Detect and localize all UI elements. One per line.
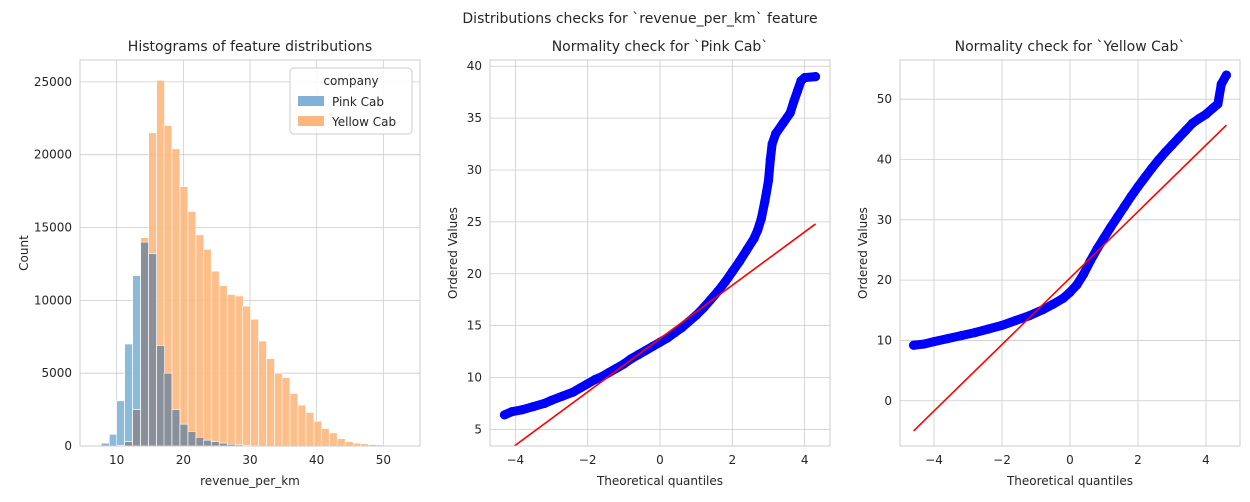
y-tick-label: 10000 [34, 293, 72, 307]
histogram-overlap-bar [203, 440, 211, 446]
x-tick-label: −4 [925, 453, 943, 467]
y-tick-label: 20 [877, 273, 892, 287]
y-tick-label: 15 [467, 319, 482, 333]
y-axis-label: Ordered Values [446, 207, 460, 299]
histogram-overlap-bar [164, 373, 172, 446]
histogram-bar [251, 319, 259, 446]
y-tick-label: 35 [467, 111, 482, 125]
x-tick-label: 0 [656, 453, 664, 467]
y-tick-label: 5000 [41, 366, 72, 380]
x-tick-label: 0 [1066, 453, 1074, 467]
chart-panel-2: −4 −2 0 2 4 5 10 15 20 25 30 35 40 Normality check fo… [446, 39, 830, 488]
histogram-overlap-bar [141, 242, 149, 446]
histogram-bar [306, 412, 314, 446]
histogram-bar [235, 296, 243, 446]
histogram-overlap-bar [180, 424, 188, 446]
histogram-bar [227, 295, 235, 446]
y-tick-label: 0 [64, 439, 72, 453]
histogram-overlap-bar [188, 431, 196, 446]
legend: company Pink Cab Yellow Cab [290, 68, 412, 134]
y-tick-label: 20 [467, 267, 482, 281]
histogram-bar [109, 434, 117, 446]
y-tick-label: 40 [467, 59, 482, 73]
y-tick-label: 50 [877, 92, 892, 106]
histogram-bar [337, 439, 345, 446]
legend-title: company [323, 74, 378, 88]
x-tick-label: 30 [242, 453, 257, 467]
histogram-bar [321, 429, 329, 446]
histogram-bar [282, 378, 290, 446]
histogram-overlap-bar [125, 442, 133, 446]
x-tick-label: 20 [176, 453, 191, 467]
y-tick-label: 15000 [34, 221, 72, 235]
histogram-bar [172, 149, 180, 446]
histogram-bar [314, 421, 322, 446]
x-tick-label: 2 [729, 453, 737, 467]
histogram-bar [275, 373, 283, 446]
x-tick-label: −2 [579, 453, 597, 467]
histogram-bar [188, 211, 196, 446]
x-axis-label: Theoretical quantiles [596, 474, 723, 488]
figure-suptitle: Distributions checks for `revenue_per_km… [462, 11, 817, 27]
x-tick-label: 10 [109, 453, 124, 467]
y-tick-label: 30 [467, 163, 482, 177]
x-axis-label: revenue_per_km [200, 474, 300, 488]
x-tick-label: −4 [506, 453, 524, 467]
x-tick-label: 4 [1202, 453, 1210, 467]
y-tick-label: 10 [467, 371, 482, 385]
legend-swatch [298, 116, 324, 126]
histogram-bar [117, 401, 125, 446]
y-tick-label: 5 [474, 422, 482, 436]
legend-label: Yellow Cab [331, 115, 396, 129]
histogram-bar [329, 433, 337, 446]
histogram-bar [259, 341, 267, 446]
histogram-overlap-bar [157, 345, 165, 446]
histogram-overlap-bar [133, 410, 141, 446]
histogram-bar [290, 394, 298, 446]
histogram-bar [203, 249, 211, 446]
y-axis-label: Count [17, 235, 31, 271]
x-tick-label: 50 [376, 453, 391, 467]
chart-title: Histograms of feature distributions [128, 39, 372, 55]
x-tick-label: 2 [1134, 453, 1142, 467]
chart-title: Normality check for `Yellow Cab` [955, 39, 1186, 55]
y-tick-label: 20000 [34, 148, 72, 162]
x-tick-label: 4 [801, 453, 809, 467]
chart-panel-1: 10 20 30 40 50 0 5000 10000 15000 20000 25000 Histo… [17, 39, 420, 488]
histogram-overlap-bar [211, 442, 219, 446]
y-tick-label: 30 [877, 213, 892, 227]
histogram-bar [211, 271, 219, 446]
y-tick-label: 40 [877, 153, 892, 167]
histogram-bar [180, 187, 188, 446]
x-tick-label: −2 [993, 453, 1011, 467]
histogram-overlap-bar [172, 410, 180, 446]
histogram-bar [125, 344, 133, 446]
chart-title: Normality check for `Pink Cab` [552, 39, 769, 55]
histogram-bar [243, 306, 251, 446]
histogram-bar [345, 442, 353, 446]
plot-area [93, 80, 408, 446]
x-tick-label: 40 [309, 453, 324, 467]
histogram-bar [219, 286, 227, 446]
histogram-overlap-bar [196, 437, 204, 446]
y-axis-label: Ordered Values [856, 207, 870, 299]
histogram-overlap-bar [149, 254, 157, 446]
y-tick-label: 10 [877, 333, 892, 347]
histogram-bar [267, 359, 275, 446]
y-tick-label: 25 [467, 215, 482, 229]
legend-swatch [298, 96, 324, 106]
legend-label: Pink Cab [332, 95, 384, 109]
histogram-bar [196, 235, 204, 446]
y-tick-label: 25000 [34, 75, 72, 89]
histogram-bar [298, 405, 306, 446]
y-tick-label: 0 [884, 394, 892, 408]
x-axis-label: Theoretical quantiles [1006, 474, 1133, 488]
